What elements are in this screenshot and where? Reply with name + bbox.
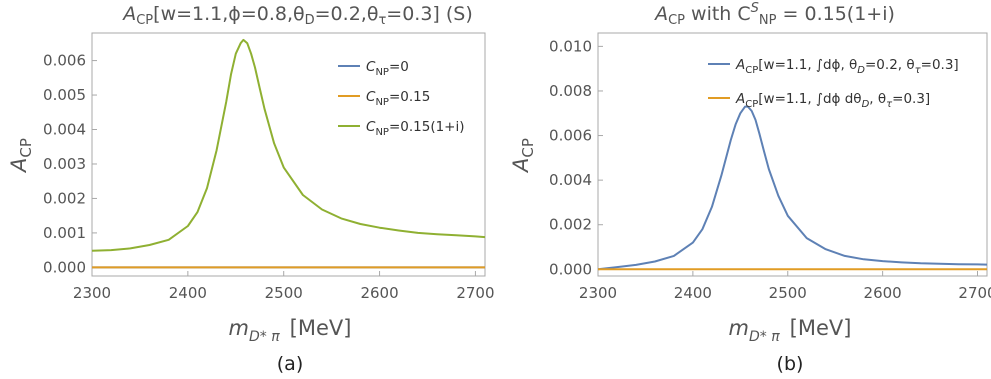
chart-a-legend: CNP=0 CNP=0.15 CNP=0.15(1+i) [338, 59, 465, 138]
y-tick-label: 0.000 [43, 258, 86, 276]
legend-entry: ACP[w=1.1, ∫dϕ, θD=0.2, θτ=0.3] [735, 57, 959, 76]
y-tick-label: 0.004 [43, 121, 86, 139]
y-tick-label: 0.006 [43, 52, 86, 70]
chart-b-legend: ACP[w=1.1, ∫dϕ, θD=0.2, θτ=0.3] ACP[w=1.1… [708, 57, 959, 110]
x-tick-label: 2500 [265, 284, 303, 302]
x-tick-label: 2600 [864, 284, 902, 302]
chart-b-y-axis: 0.000 0.002 0.004 0.006 0.008 0.010 [549, 37, 603, 278]
y-tick-label: 0.005 [43, 86, 86, 104]
y-tick-label: 0.000 [549, 260, 592, 278]
series-line [597, 105, 988, 271]
legend-entry: CNP=0.15(1+i) [366, 119, 465, 138]
chart-a-x-axis: 2300 2400 2500 2600 2700 [73, 271, 495, 302]
x-tick-label: 2600 [360, 284, 398, 302]
series-line [91, 38, 486, 252]
chart-a-y-axis: 0.000 0.001 0.002 0.003 0.004 0.005 0.006 [43, 52, 97, 276]
panel-a: ACP[w=1.1,ϕ=0.8,θD=0.2,θτ=0.3] (S) 0.000… [7, 3, 495, 375]
y-tick-label: 0.004 [549, 171, 592, 189]
caption-b: (b) [777, 353, 804, 375]
y-tick-label: 0.003 [43, 155, 86, 173]
legend-entry: CNP=0 [366, 59, 409, 78]
y-tick-label: 0.010 [549, 37, 592, 55]
x-tick-label: 2400 [169, 284, 207, 302]
x-tick-label: 2400 [674, 284, 712, 302]
x-tick-label: 2500 [769, 284, 807, 302]
legend-entry: CNP=0.15 [366, 89, 430, 108]
legend-entry: ACP[w=1.1, ∫dϕ dθD, θτ=0.3] [735, 91, 930, 110]
x-tick-label: 2300 [73, 284, 111, 302]
y-tick-label: 0.006 [549, 127, 592, 145]
panel-b: ACP with CSNP = 0.15(1+i) 0.0000.0020.00… [509, 1, 991, 375]
chart-a-xlabel: mD* π [MeV] [229, 316, 352, 345]
chart-b-frame [597, 32, 988, 277]
y-tick-label: 0.001 [43, 224, 86, 242]
chart-b-title: ACP with CSNP = 0.15(1+i) [653, 1, 895, 28]
y-tick-label: 0.008 [549, 82, 592, 100]
chart-b-ylabel: ACP [509, 138, 537, 174]
chart-a-ylabel: ACP [7, 138, 35, 174]
x-tick-label: 2300 [579, 284, 617, 302]
chart-b-xlabel: mD* π [MeV] [729, 316, 852, 345]
chart-b-plot-area [597, 105, 988, 271]
caption-a: (a) [277, 353, 303, 375]
y-tick-label: 0.002 [549, 216, 592, 234]
chart-b-x-axis: 2300 2400 2500 2600 2700 [579, 271, 991, 302]
chart-a-title: ACP[w=1.1,ϕ=0.8,θD=0.2,θτ=0.3] (S) [121, 3, 473, 28]
y-tick-label: 0.002 [43, 189, 86, 207]
chart-a-plot-area [91, 38, 486, 269]
chart-a-frame [91, 32, 486, 277]
x-tick-label: 2700 [958, 284, 991, 302]
x-tick-label: 2700 [456, 284, 494, 302]
